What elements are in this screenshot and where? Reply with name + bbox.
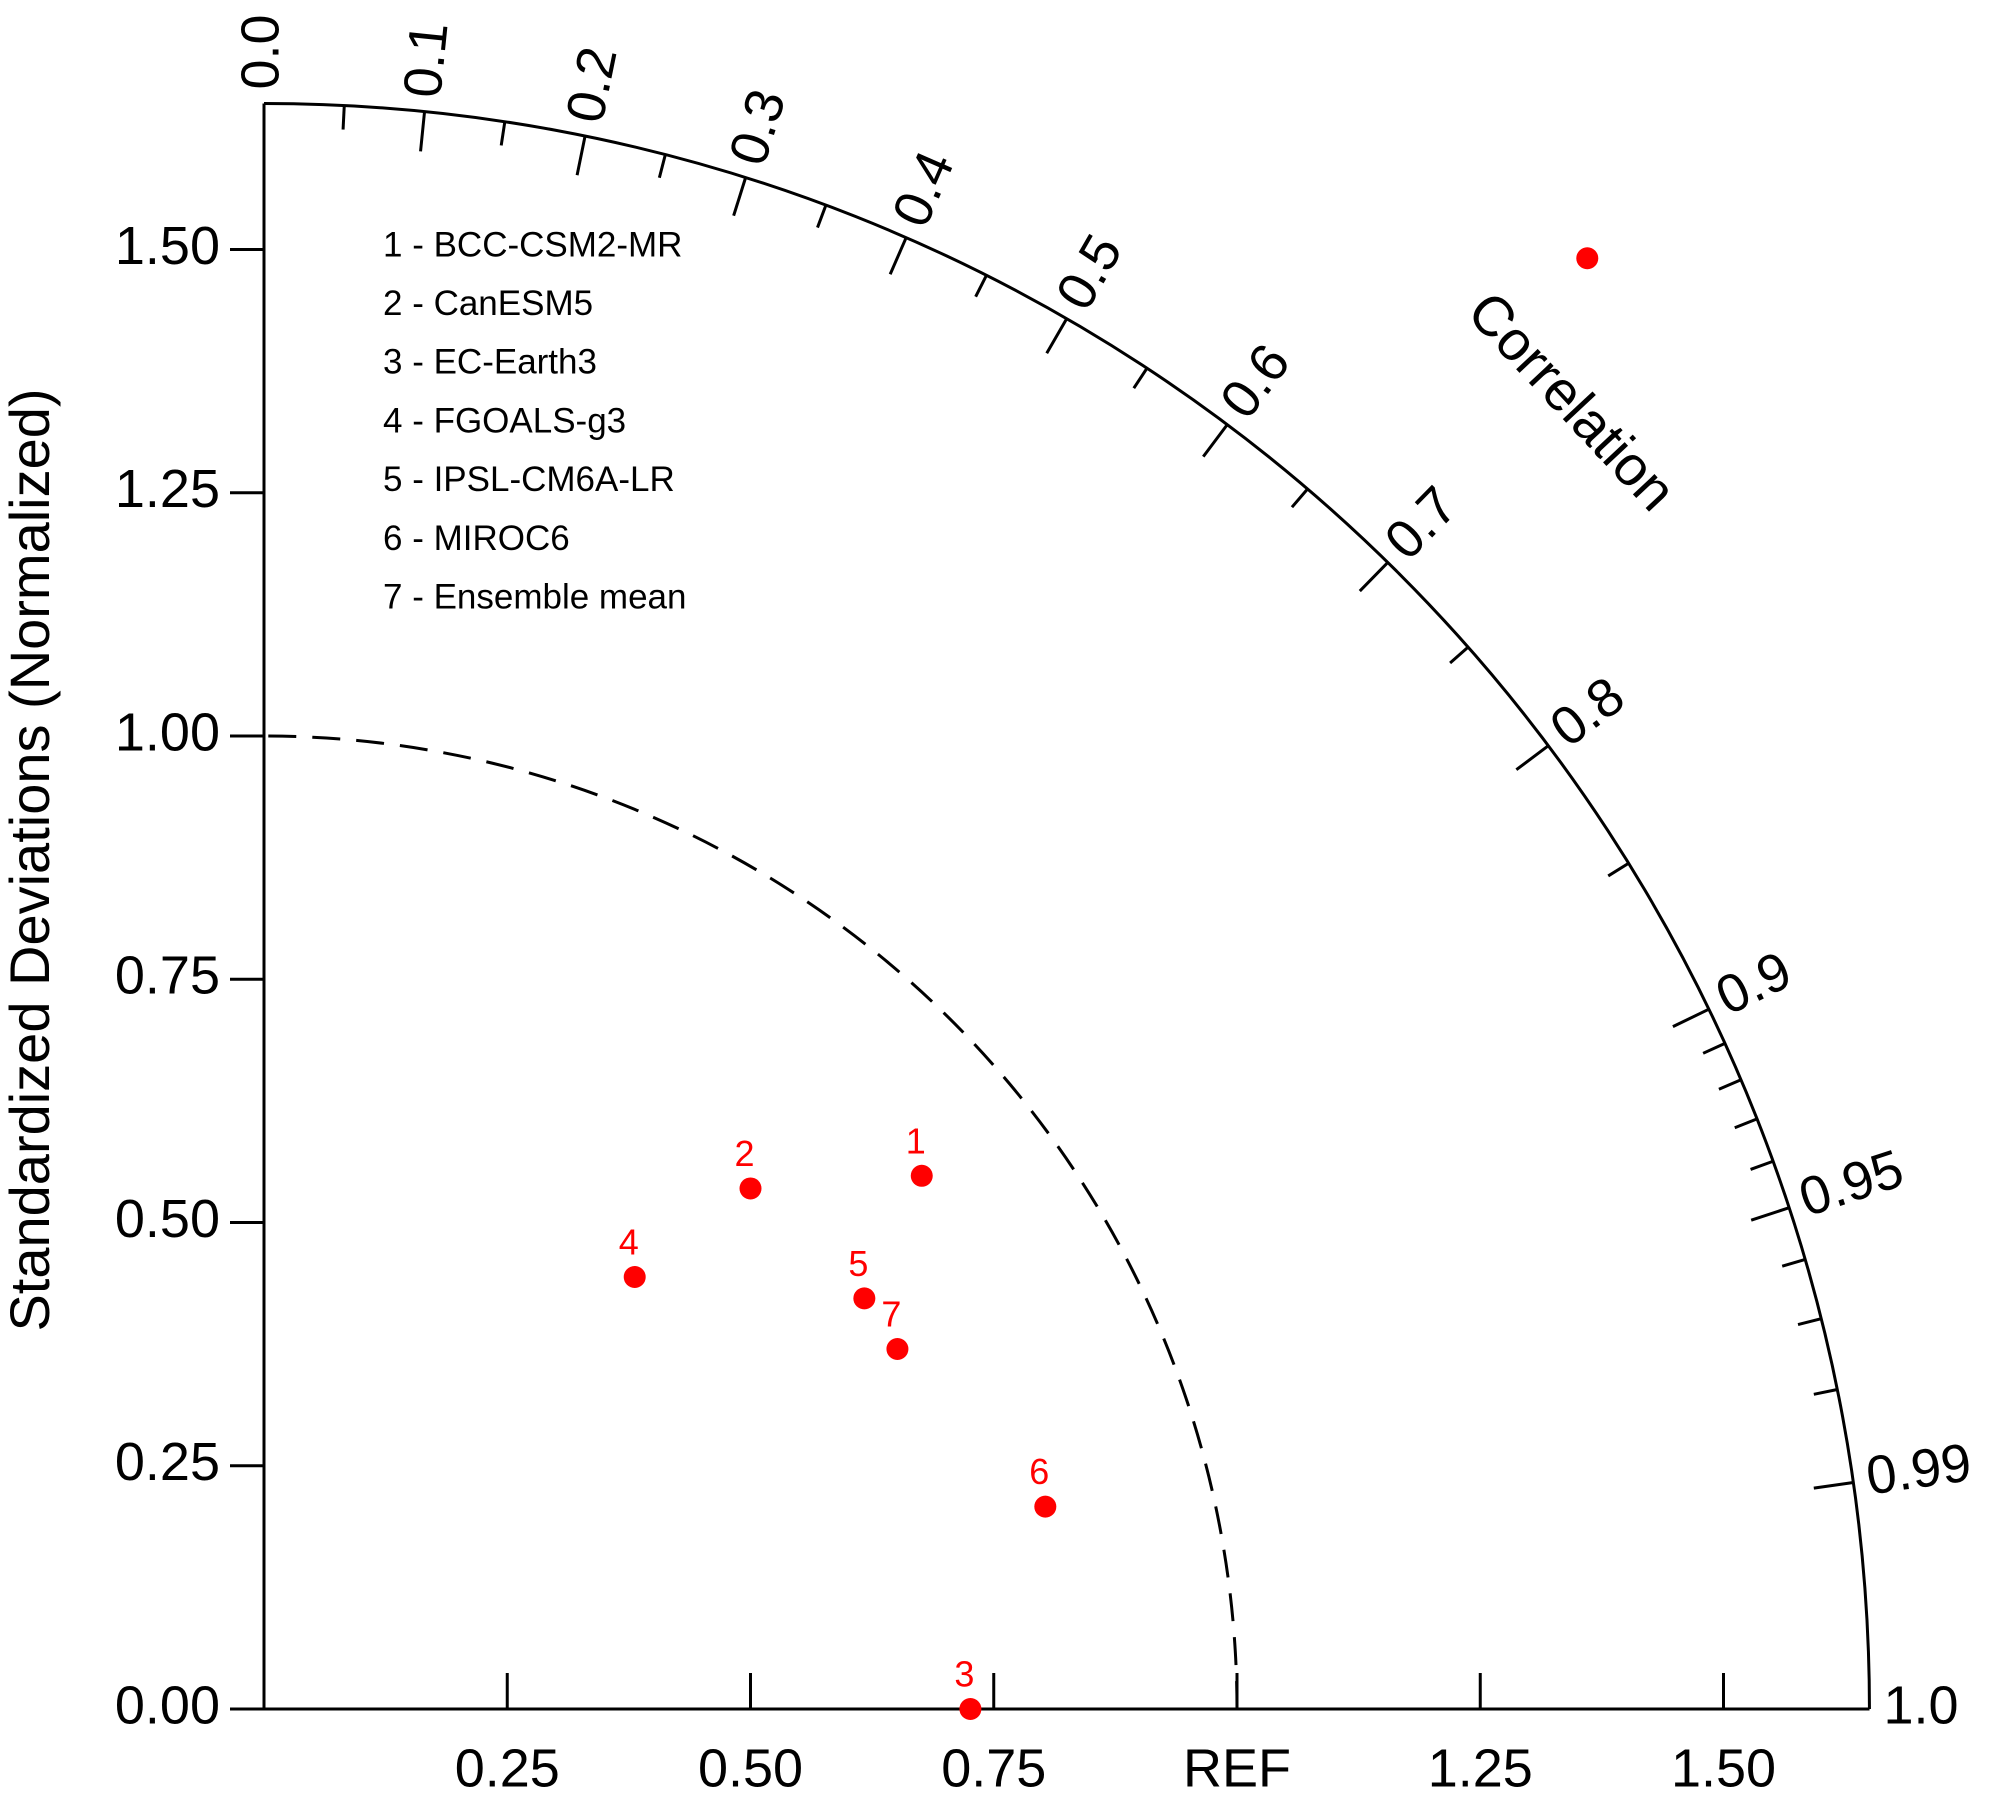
point-label: 5 [848,1243,868,1284]
corr-tick-label: 0.0 [230,14,290,89]
corr-tick-label: 0.4 [881,142,966,235]
y-tick-label: 1.00 [115,702,220,762]
corr-minor-tick [1797,1317,1822,1326]
reference-arc [263,734,1239,1710]
corr-minor-tick [1781,1258,1806,1268]
corr-minor-tick [341,105,346,130]
model-point [623,1265,646,1288]
corr-tick [1813,1481,1854,1490]
corr-tick-label: 0.3 [718,82,798,172]
corr-tick [1202,423,1229,458]
model-point [739,1177,762,1200]
legend-entry: 4 - FGOALS-g3 [383,401,626,440]
y-tick-label: 1.50 [115,216,220,276]
model-point [1576,247,1599,270]
corr-tick-label: 0.95 [1792,1138,1911,1228]
corr-minor-tick [1607,862,1630,878]
corr-tick [1672,1007,1710,1028]
point-label: 4 [619,1222,639,1263]
corr-tick-label: 0.2 [555,42,629,128]
corr-minor-tick [1718,1078,1742,1091]
legend-entry: 5 - IPSL-CM6A-LR [383,460,675,499]
legend-entry: 1 - BCC-CSM2-MR [383,225,682,264]
corr-minor-tick [1813,1388,1838,1396]
corr-tick [575,135,587,176]
corr-tick-label: 0.99 [1862,1432,1975,1506]
corr-axis-title: Correlation [1456,279,1689,522]
corr-minor-tick [974,274,988,298]
x-tick-label: REF [1183,1738,1291,1798]
corr-tick-label: 0.8 [1539,665,1635,758]
x-tick-label: 1.50 [1671,1738,1776,1798]
corr-minor-tick [657,154,667,179]
point-label: 7 [881,1294,901,1335]
legend-entry: 7 - Ensemble mean [383,577,686,616]
corr-minor-tick [1702,1042,1726,1055]
corr-minor-tick [499,121,507,146]
corr-minor-tick [1449,645,1470,665]
x-tick-label: 0.75 [941,1738,1046,1798]
y-tick-label: 0.00 [115,1675,220,1735]
legend-entry: 3 - EC-Earth3 [383,343,597,382]
corr-tick [1750,1206,1790,1222]
corr-tick [888,236,908,275]
corr-minor-tick [1290,487,1309,509]
y-tick-label: 0.50 [115,1189,220,1249]
corr-tick [732,177,748,217]
corr-tick-label: 0.7 [1374,475,1469,571]
outer-arc [263,102,1871,1710]
x-tick-label: 0.25 [455,1738,560,1798]
point-label: 1 [906,1120,926,1161]
legend-entry: 6 - MIROC6 [383,519,570,558]
y-tick-label: 0.25 [115,1432,220,1492]
corr-minor-tick [1750,1159,1774,1171]
corr-tick-label: 0.6 [1209,333,1302,429]
y-tick-label: 1.25 [115,459,220,519]
corr-tick-label: 0.5 [1045,225,1135,320]
corr-tick [419,111,427,152]
corr-minor-tick [1132,367,1149,390]
y-axis-title: Standardized Deviations (Normalized) [0,388,61,1331]
x-tick-label: 1.25 [1428,1738,1533,1798]
y-tick-label: 0.75 [115,946,220,1006]
corr-tick-label: 0.9 [1707,940,1801,1027]
point-label: 2 [734,1133,754,1174]
model-point [1034,1495,1057,1518]
corr-minor-tick [1734,1117,1758,1130]
corr-tick [1045,317,1069,355]
corr-tick [1515,744,1550,771]
model-point [886,1337,909,1360]
x-tick-label: 0.50 [698,1738,803,1798]
model-point [910,1164,933,1187]
corr-minor-tick [816,204,828,229]
point-label: 3 [954,1654,974,1695]
legend-entry: 2 - CanESM5 [383,284,593,323]
corr-tick-label: 1.0 [1883,1675,1958,1735]
model-point [853,1287,876,1310]
corr-tick-label: 0.1 [392,20,459,101]
model-point [959,1698,982,1720]
point-label: 6 [1029,1451,1049,1492]
corr-tick [1358,561,1389,593]
